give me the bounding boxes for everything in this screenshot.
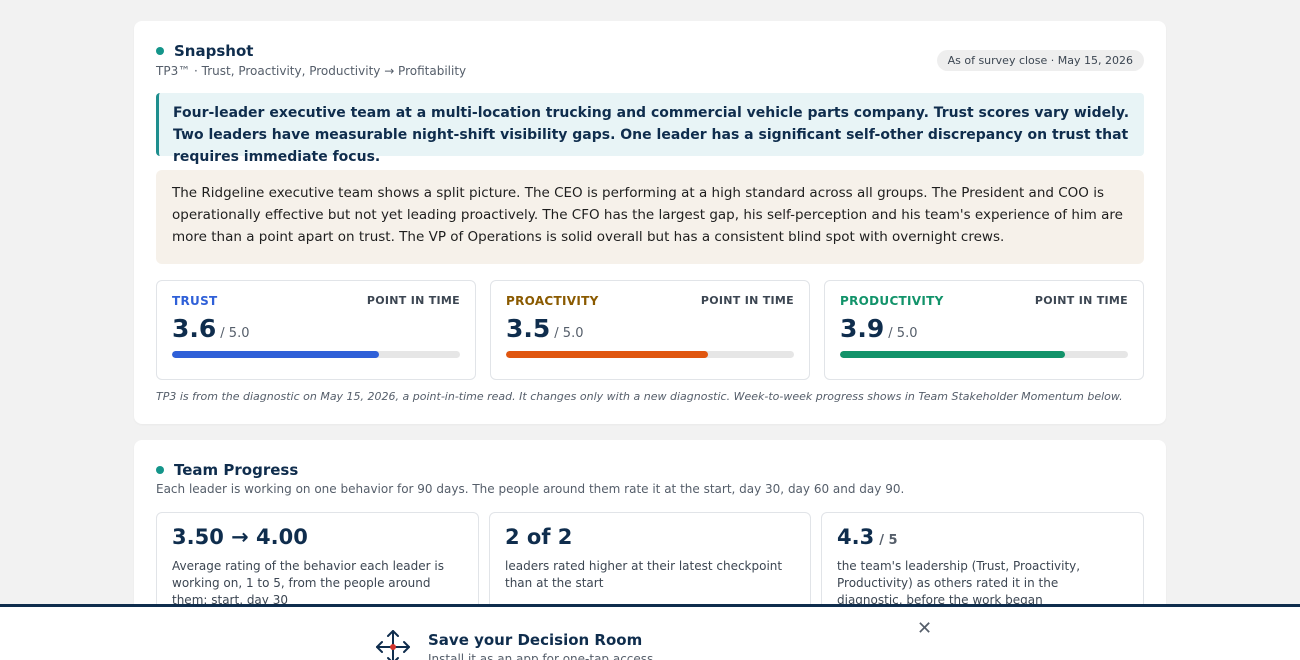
metric-score: 3.9 / 5.0: [840, 314, 917, 343]
progress-subtitle: Each leader is working on one behavior f…: [156, 482, 905, 496]
metric-progress-fill: [172, 351, 380, 358]
arrows-compass-icon: [371, 627, 415, 660]
stat-value: 3.50 → 4.00: [172, 525, 308, 549]
metric-progress-track: [172, 351, 460, 358]
stat-headline: 4.3 / 5: [837, 525, 1128, 549]
metric-tag: POINT IN TIME: [366, 294, 460, 307]
install-app-banner: Save your Decision Room Install it as an…: [0, 604, 1300, 660]
stat-scale: / 5: [879, 533, 898, 548]
metric-card-trust: TRUST POINT IN TIME 3.6 / 5.0: [156, 280, 476, 380]
snapshot-title: Snapshot: [174, 42, 254, 60]
metric-label: TRUST: [172, 294, 218, 308]
metric-label: PROACTIVITY: [506, 294, 599, 308]
stat-headline: 2 of 2: [505, 525, 795, 549]
status-dot-icon: [156, 47, 164, 55]
install-title: Save your Decision Room: [428, 631, 643, 649]
progress-title: Team Progress: [174, 461, 299, 479]
metric-progress-fill: [840, 351, 1065, 358]
stat-headline: 3.50 → 4.00: [172, 525, 463, 549]
close-icon[interactable]: ✕: [917, 618, 933, 639]
metric-scale: / 5.0: [220, 326, 250, 341]
snapshot-card: Snapshot TP3™ · Trust, Proactivity, Prod…: [134, 21, 1166, 424]
snapshot-summary: The Ridgeline executive team shows a spl…: [156, 170, 1144, 264]
stat-description: Average rating of the behavior each lead…: [172, 559, 444, 607]
progress-header: Team Progress: [156, 461, 298, 479]
metric-card-productivity: PRODUCTIVITY POINT IN TIME 3.9 / 5.0: [824, 280, 1144, 380]
metric-scale: / 5.0: [888, 326, 918, 341]
stat-value: 4.3: [837, 525, 875, 549]
metric-score: 3.5 / 5.0: [506, 314, 583, 343]
stat-description: the team's leadership (Trust, Proactivit…: [837, 559, 1081, 607]
install-subtitle: Install it as an app for one-tap access: [428, 652, 654, 660]
metric-scale: / 5.0: [554, 326, 584, 341]
metric-progress-track: [840, 351, 1128, 358]
metric-card-proactivity: PROACTIVITY POINT IN TIME 3.5 / 5.0: [490, 280, 810, 380]
snapshot-header: Snapshot: [156, 42, 253, 60]
metric-value: 3.9: [840, 314, 885, 343]
status-dot-icon: [156, 466, 164, 474]
metric-value: 3.6: [172, 314, 217, 343]
survey-date-badge: As of survey close · May 15, 2026: [936, 50, 1144, 71]
stat-value: 2 of 2: [505, 525, 573, 549]
stat-description: leaders rated higher at their latest che…: [505, 559, 783, 590]
metric-value: 3.5: [506, 314, 551, 343]
stat-card-leaders-improved: 2 of 2 leaders rated higher at their lat…: [489, 512, 811, 652]
metric-score: 3.6 / 5.0: [172, 314, 249, 343]
metric-tag: POINT IN TIME: [1034, 294, 1128, 307]
snapshot-subtitle: TP3™ · Trust, Proactivity, Productivity …: [156, 64, 467, 78]
metric-label: PRODUCTIVITY: [840, 294, 944, 308]
metric-progress-track: [506, 351, 794, 358]
metric-tag: POINT IN TIME: [700, 294, 794, 307]
metric-progress-fill: [506, 351, 708, 358]
stat-card-average-rating: 3.50 → 4.00 Average rating of the behavi…: [156, 512, 479, 652]
snapshot-footnote: TP3 is from the diagnostic on May 15, 20…: [156, 390, 1123, 403]
snapshot-headline: Four-leader executive team at a multi-lo…: [156, 93, 1144, 165]
